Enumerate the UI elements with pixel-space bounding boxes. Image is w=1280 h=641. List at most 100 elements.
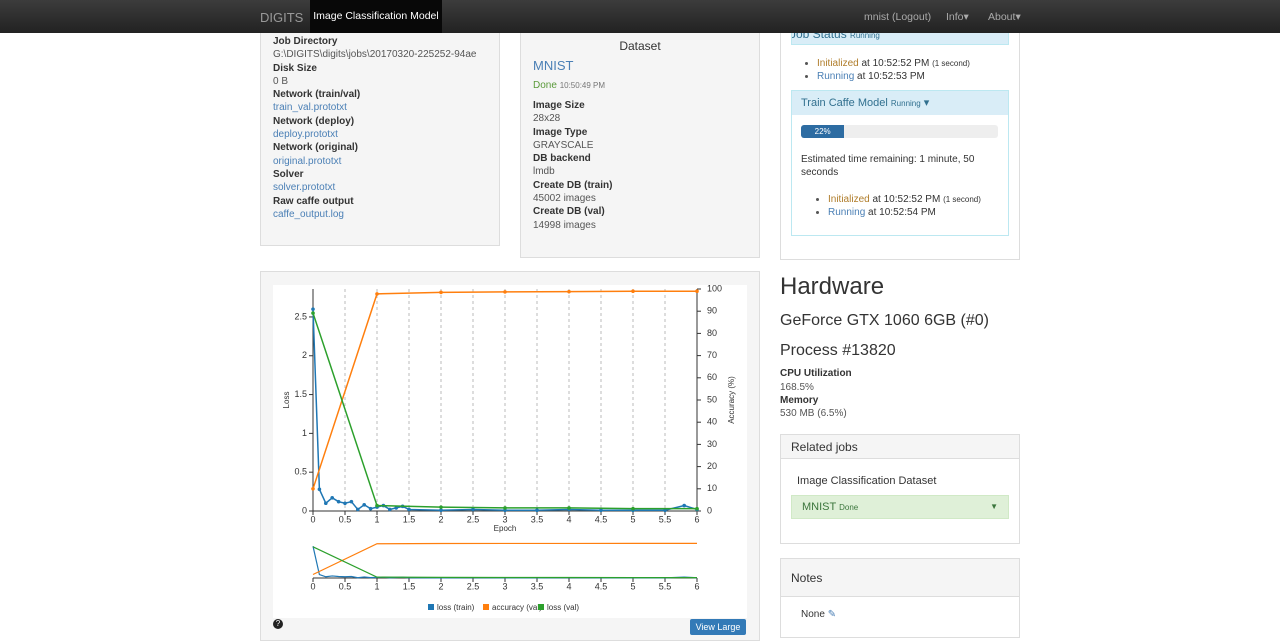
point — [311, 311, 315, 315]
gpu: GeForce GTX 1060 6GB (#0) — [780, 312, 989, 329]
related-job: Image Classification Dataset — [797, 475, 937, 487]
point — [631, 289, 635, 294]
overview-x-tick-label: 4.5 — [595, 581, 608, 591]
item-link[interactable]: deploy.prototxt — [273, 129, 338, 141]
point — [682, 503, 686, 508]
edit-icon[interactable]: ✎ — [827, 609, 837, 620]
text: at 10:52:53 PM — [857, 71, 925, 82]
nav-link[interactable]: Info▾ — [946, 11, 969, 23]
nav-link[interactable]: mnist (Logout) — [864, 11, 932, 23]
notes-text: None — [801, 609, 825, 620]
point — [317, 487, 322, 492]
nav-link[interactable]: About▾ — [988, 11, 1021, 23]
task-panel — [791, 90, 1009, 236]
legend-label: accuracy (val) — [492, 603, 542, 612]
progress-bar: 22% — [801, 125, 845, 138]
y2-tick-label: 80 — [707, 328, 717, 338]
y2-tick-label: 90 — [707, 306, 717, 316]
status-panel — [780, 33, 1020, 260]
overview-x-tick-label: 1.5 — [403, 581, 416, 591]
text: at 10:52:52 PM — [872, 194, 941, 205]
y-tick-label: 1.5 — [294, 389, 307, 399]
y-tick-label: 1 — [302, 428, 307, 438]
overview-x-tick-label: 1 — [374, 581, 379, 591]
task-row: Running at 10:52:54 PM — [828, 206, 981, 219]
nav-link-text: Info — [946, 11, 964, 23]
time: 10:50:49 PM — [559, 81, 606, 90]
overview-x-tick-label: 3 — [502, 581, 507, 591]
x-tick-label: 5.5 — [659, 514, 672, 524]
help-icon[interactable]: ? — [273, 619, 283, 629]
overview-x-tick-label: 6 — [694, 581, 699, 591]
y2-tick-label: 0 — [707, 505, 712, 515]
brand[interactable]: DIGITS — [260, 10, 304, 25]
y-tick-label: 2.5 — [294, 311, 307, 321]
state: Running — [850, 33, 880, 40]
x-tick-label: 2 — [438, 514, 443, 524]
status: Done — [839, 503, 859, 512]
task-rows: Initialized at 10:52:52 PM (1 second) Ru… — [814, 193, 981, 219]
y2-axis-label: Accuracy (%) — [727, 376, 736, 424]
overview-x-tick-label: 2.5 — [467, 581, 480, 591]
item-value: GRAYSCALE — [533, 139, 594, 151]
point — [311, 487, 315, 491]
item-link[interactable]: solver.prototxt — [273, 182, 336, 194]
legend-swatch — [428, 604, 434, 610]
status-row: Running at 10:52:53 PM — [817, 70, 970, 83]
overview-x-tick-label: 5.5 — [659, 581, 672, 591]
note: (1 second) — [932, 59, 970, 68]
item-value: 0 B — [273, 75, 289, 87]
point — [631, 506, 635, 511]
legend-swatch — [483, 604, 489, 610]
x-tick-label: 4 — [566, 514, 571, 524]
overview-x-tick-label: 4 — [566, 581, 571, 591]
item-link[interactable]: train_val.prototxt — [273, 102, 347, 114]
x-tick-label: 0.5 — [339, 514, 352, 524]
task-header[interactable]: Train Caffe Model Running ▾ — [792, 91, 1008, 115]
item-label: Create DB (val) — [533, 206, 605, 218]
point — [567, 289, 571, 294]
progress-track: 22% — [801, 125, 998, 138]
y-tick-label: 0.5 — [294, 467, 307, 477]
task-row: Initialized at 10:52:52 PM (1 second) — [828, 193, 981, 206]
x-tick-label: 4.5 — [595, 514, 608, 524]
active-tab[interactable]: Image Classification Model — [310, 0, 442, 33]
job-items: Job Directory G:\DIGITS\digits\jobs\20170… — [273, 35, 476, 221]
y2-tick-label: 50 — [707, 394, 717, 404]
y2-tick-label: 30 — [707, 439, 717, 449]
point — [330, 496, 335, 500]
overview-line — [312, 546, 697, 579]
overview-x-tick-label: 0 — [310, 581, 315, 591]
item-link[interactable]: original.prototxt — [273, 155, 342, 167]
cpu-label: CPU Utilization — [780, 368, 852, 379]
state: Running — [890, 99, 921, 108]
dataset-panel — [520, 33, 760, 258]
text: at 10:52:54 PM — [868, 207, 936, 218]
mem: 530 MB (6.5%) — [780, 408, 847, 419]
related-item[interactable]: MNIST Done ▼ — [791, 495, 1009, 519]
point — [375, 292, 379, 296]
point — [439, 290, 443, 295]
x-tick-label: 0 — [310, 514, 315, 524]
view-large-button[interactable]: View Large — [690, 619, 746, 635]
y2-tick-label: 60 — [707, 372, 717, 382]
state: Running — [817, 71, 855, 82]
point — [503, 290, 507, 294]
y-tick-label: 2 — [302, 350, 307, 360]
job-panel — [260, 33, 500, 246]
x-axis-label: Epoch — [494, 524, 517, 533]
progress-label: 22% — [814, 127, 831, 136]
overview-x-tick-label: 0.5 — [339, 581, 352, 591]
point — [356, 507, 360, 512]
state: Initialized — [817, 58, 859, 69]
estimate: Estimated time remaining: 1 minute, 50 s… — [801, 154, 975, 178]
dataset-name[interactable]: MNIST — [533, 58, 574, 73]
point — [375, 503, 379, 508]
point — [471, 507, 475, 512]
point — [311, 307, 315, 311]
process: Process #13820 — [780, 342, 896, 359]
item-link[interactable]: caffe_output.log — [273, 208, 344, 220]
dataset-title: Dataset — [619, 39, 661, 53]
navbar — [0, 0, 1280, 33]
